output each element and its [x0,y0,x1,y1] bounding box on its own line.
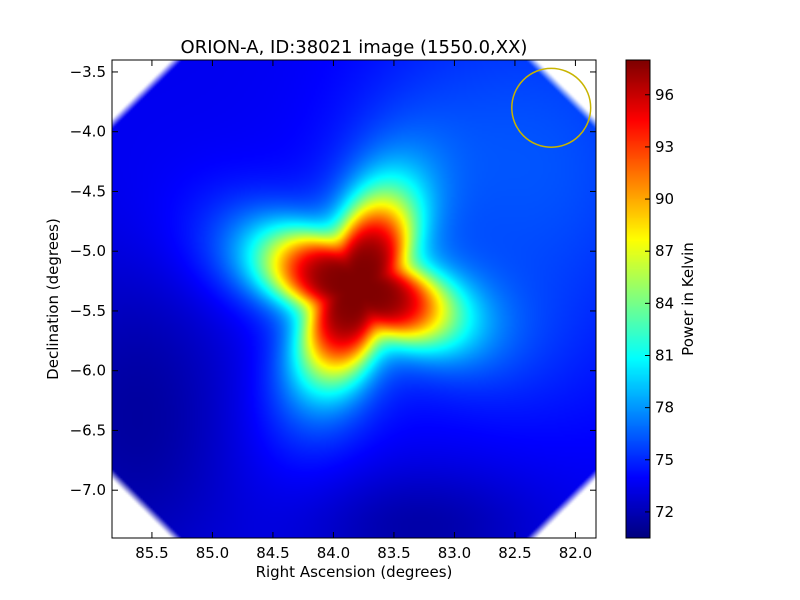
x-tick-label: 84.0 [317,544,350,562]
x-tick-label: 83.5 [377,544,410,562]
y-tick-label: −6.5 [70,421,106,439]
y-axis-ticks: −3.5 −4.0 −4.5 −5.0 −5.5 −6.0 −6.5 −7.0 [70,63,596,499]
colorbar-tick-label: 96 [655,86,674,104]
colorbar-tick-label: 78 [655,399,674,417]
beam-circle [511,67,592,148]
x-axis-label: Right Ascension (degrees) [256,563,453,581]
colorbar-gradient [626,60,650,538]
x-axis-ticks: 85.5 85.0 84.5 84.0 83.5 83.0 82.5 82.0 [135,60,592,562]
y-tick-label: −7.0 [70,481,106,499]
plot-frame [111,59,597,539]
colorbar-tick-label: 75 [655,451,674,469]
y-axis-label: Declination (degrees) [44,218,62,380]
x-tick-label: 85.5 [135,544,168,562]
x-tick-label: 84.5 [256,544,289,562]
colorbar-tick-label: 87 [655,242,674,260]
x-tick-label: 85.0 [196,544,229,562]
colorbar-frame [625,59,651,539]
colorbar-tick-label: 72 [655,503,674,521]
colorbar-tick-label: 93 [655,138,674,156]
y-tick-label: −3.5 [70,63,106,81]
colorbar-label: Power in Kelvin [679,242,697,356]
y-tick-label: −4.0 [70,123,106,141]
chart-title: ORION-A, ID:38021 image (1550.0,XX) [181,37,528,58]
colorbar-tick-label: 81 [655,346,674,364]
y-tick-label: −4.5 [70,182,106,200]
y-tick-label: −5.0 [70,242,106,260]
heatmap-layer [112,60,596,538]
x-tick-label: 83.0 [438,544,471,562]
x-tick-label: 82.5 [498,544,531,562]
heatmap-image [112,60,596,538]
colorbar-tick-label: 90 [655,190,674,208]
colorbar-ticks: 72 75 78 81 84 87 90 93 96 [645,86,674,521]
y-tick-label: −5.5 [70,302,106,320]
colorbar-tick-label: 84 [655,294,674,312]
x-tick-label: 82.0 [559,544,592,562]
y-tick-label: −6.0 [70,362,106,380]
